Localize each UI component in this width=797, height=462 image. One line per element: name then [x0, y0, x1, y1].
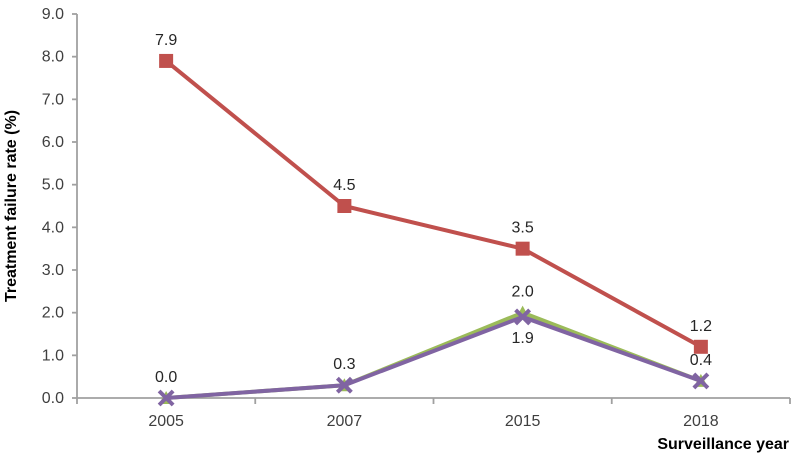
y-tick-label: 2.0: [42, 305, 64, 322]
x-tick-label: 2007: [327, 413, 363, 430]
y-axis-title: Treatment failure rate (%): [3, 109, 20, 303]
x-tick-label: 2015: [505, 413, 541, 430]
purple-x-series-marker: [157, 389, 175, 407]
red-square-series-data-label: 3.5: [512, 220, 534, 237]
purple-x-series-line: [165, 314, 702, 400]
red-square-series-data-label: 1.2: [690, 318, 712, 335]
green-triangle-series-data-label: 0.4: [690, 352, 712, 369]
purple-x-series-marker: [335, 376, 353, 394]
red-square-series-line: [164, 59, 702, 349]
red-square-series-data-label: 7.9: [155, 32, 177, 49]
y-tick-label: 3.0: [42, 262, 64, 279]
red-square-series-marker: [159, 53, 174, 68]
green-triangle-series-data-label: 0.0: [155, 369, 177, 386]
purple-x-series-marker: [692, 372, 710, 390]
y-tick-label: 7.0: [42, 91, 64, 108]
x-axis-title: Surveillance year: [657, 436, 789, 453]
y-tick-label: 4.0: [42, 219, 64, 236]
green-triangle-series-data-label: 2.0: [512, 284, 534, 301]
green-triangle-series-data-label: 0.3: [333, 356, 355, 373]
red-square-series-marker: [693, 339, 708, 354]
y-tick-label: 8.0: [42, 49, 64, 66]
y-tick-label: 0.0: [42, 390, 64, 407]
y-tick-label: 9.0: [42, 6, 64, 23]
x-tick-label: 2005: [148, 413, 184, 430]
purple-x-series-data-label: 1.9: [512, 330, 534, 347]
purple-x-series-marker: [514, 308, 532, 326]
y-tick-label: 6.0: [42, 134, 64, 151]
x-tick-label: 2018: [683, 413, 719, 430]
red-square-series-marker: [515, 241, 530, 256]
red-square-series-data-label: 4.5: [333, 177, 355, 194]
green-triangle-series-line: [165, 310, 702, 400]
y-tick-label: 1.0: [42, 347, 64, 364]
red-square-series-marker: [337, 199, 352, 213]
y-tick-label: 5.0: [42, 177, 64, 194]
